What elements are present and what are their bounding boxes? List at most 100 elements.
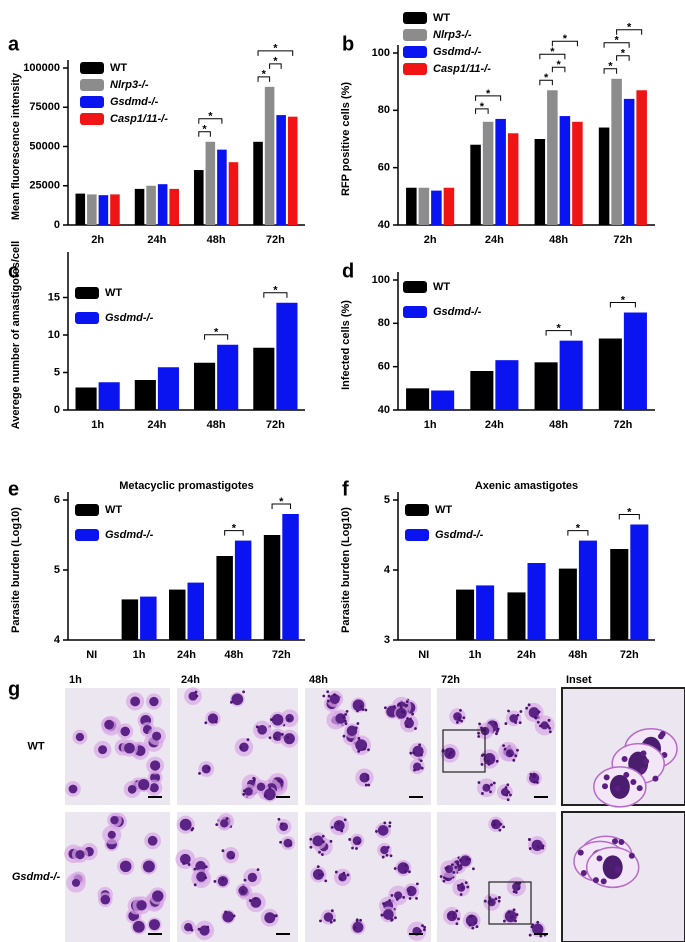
x-tick-label: 72h bbox=[613, 234, 632, 246]
significance-label: * bbox=[563, 33, 568, 45]
parasite bbox=[452, 871, 456, 874]
parasite bbox=[405, 703, 409, 707]
parasite bbox=[342, 734, 346, 738]
significance-label: * bbox=[556, 59, 561, 71]
micrograph bbox=[561, 687, 685, 808]
parasite bbox=[280, 732, 284, 736]
parasite bbox=[471, 926, 475, 930]
bar bbox=[134, 188, 145, 225]
parasite bbox=[489, 790, 492, 794]
nucleus bbox=[71, 878, 81, 887]
parasite bbox=[470, 914, 474, 918]
parasite bbox=[628, 852, 635, 859]
chart-title: Metacyclic promastigotes bbox=[119, 480, 254, 492]
y-axis-label: Mean fluorescence intensity bbox=[10, 72, 22, 220]
parasite bbox=[472, 867, 475, 871]
bar bbox=[559, 340, 583, 410]
parasite bbox=[416, 882, 419, 886]
legend-label: Gsdmd-/- bbox=[105, 312, 154, 324]
parasite bbox=[539, 724, 542, 728]
bar bbox=[87, 194, 97, 225]
nucleus bbox=[459, 855, 471, 867]
parasite bbox=[204, 876, 208, 880]
x-tick-label: 72h bbox=[620, 649, 639, 661]
parasite bbox=[636, 785, 643, 792]
bar bbox=[157, 367, 179, 410]
parasite bbox=[486, 759, 490, 763]
x-tick-label: 1h bbox=[133, 649, 146, 661]
nucleus bbox=[338, 873, 347, 882]
nucleus bbox=[136, 900, 147, 911]
nucleus bbox=[397, 862, 410, 874]
legend-label: WT bbox=[105, 504, 122, 516]
nucleus bbox=[532, 923, 544, 935]
parasite bbox=[516, 882, 520, 885]
parasite bbox=[355, 847, 358, 850]
parasite bbox=[493, 822, 497, 826]
parasite bbox=[394, 916, 397, 920]
parasite bbox=[505, 793, 509, 797]
parasite bbox=[592, 877, 599, 884]
parasite bbox=[343, 719, 347, 723]
parasite bbox=[405, 700, 409, 704]
nucleus bbox=[247, 872, 258, 883]
parasite bbox=[280, 822, 283, 826]
parasite bbox=[466, 885, 470, 889]
parasite bbox=[504, 722, 508, 725]
legend-label: WT bbox=[110, 62, 127, 74]
nucleus bbox=[179, 853, 191, 865]
nucleus bbox=[68, 784, 78, 794]
nucleus bbox=[231, 693, 244, 706]
legend-label: Nlrp3-/- bbox=[110, 79, 149, 91]
bar bbox=[547, 90, 558, 226]
parasite bbox=[419, 753, 423, 757]
significance-label: * bbox=[214, 327, 219, 339]
parasite bbox=[492, 781, 496, 785]
parasite bbox=[459, 858, 462, 862]
bar bbox=[194, 170, 204, 225]
bar bbox=[470, 144, 481, 225]
parasite bbox=[530, 925, 534, 929]
nucleus bbox=[531, 839, 543, 852]
parasite bbox=[340, 829, 344, 833]
parasite bbox=[386, 845, 390, 849]
parasite bbox=[318, 873, 322, 877]
parasite bbox=[342, 871, 346, 875]
parasite bbox=[475, 925, 479, 929]
parasite bbox=[462, 716, 466, 720]
legend-label: WT bbox=[435, 504, 452, 516]
bar bbox=[558, 568, 577, 640]
nucleus bbox=[263, 788, 276, 801]
y-axis-label: Infected cells (%) bbox=[340, 300, 352, 390]
parasite bbox=[611, 838, 618, 845]
parasite bbox=[375, 830, 378, 833]
parasite bbox=[547, 718, 551, 722]
parasite bbox=[502, 919, 506, 923]
nucleus bbox=[130, 696, 141, 707]
parasite bbox=[532, 772, 536, 776]
parasite bbox=[409, 751, 413, 755]
y-tick-label: 100 bbox=[372, 47, 390, 59]
parasite bbox=[450, 750, 454, 754]
x-tick-label: 24h bbox=[485, 419, 504, 431]
parasite bbox=[232, 914, 236, 918]
bar bbox=[636, 90, 647, 226]
parasite bbox=[404, 864, 408, 867]
parasite bbox=[392, 705, 396, 708]
significance-label: * bbox=[262, 69, 267, 81]
parasite bbox=[464, 881, 468, 885]
parasite bbox=[316, 865, 320, 869]
parasite bbox=[321, 873, 325, 877]
nucleus bbox=[98, 745, 108, 755]
significance-label: * bbox=[273, 285, 278, 297]
parasite bbox=[640, 750, 647, 757]
parasite bbox=[405, 724, 408, 728]
parasite bbox=[445, 877, 449, 881]
parasite bbox=[279, 840, 282, 844]
parasite bbox=[214, 720, 218, 724]
parasite bbox=[506, 783, 510, 787]
parasite bbox=[326, 699, 330, 703]
parasite bbox=[204, 721, 208, 725]
panel-letter: b bbox=[342, 33, 354, 55]
inset-box bbox=[442, 729, 486, 773]
